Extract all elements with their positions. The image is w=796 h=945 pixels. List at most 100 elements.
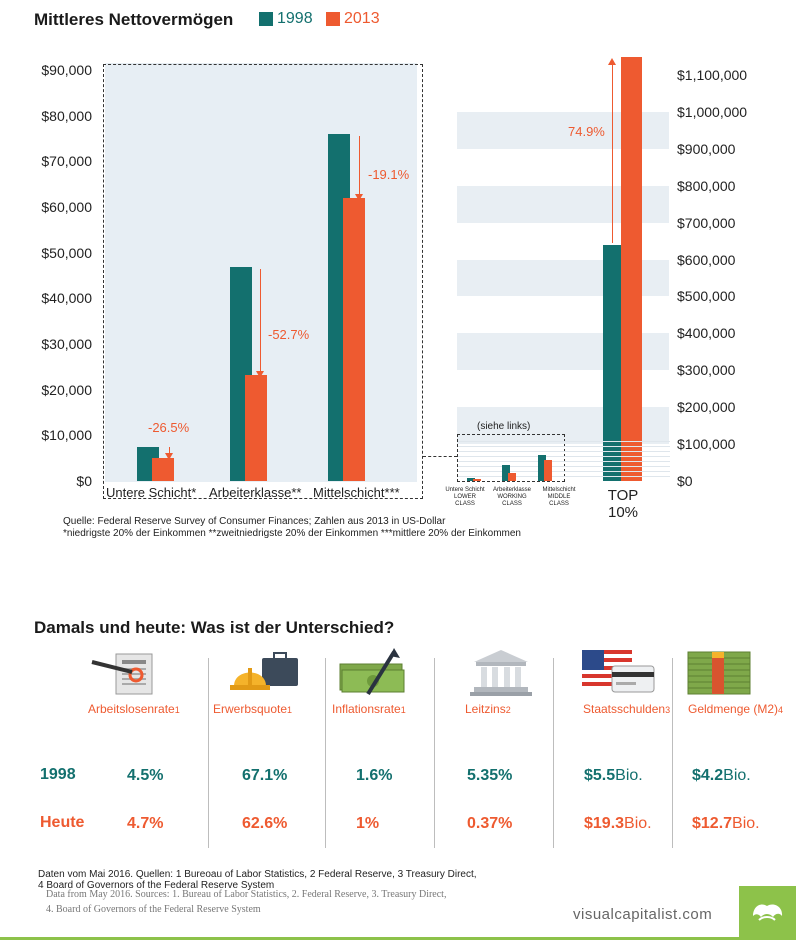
value-heute: 62.6% bbox=[242, 815, 288, 832]
indicator-label: Geldmenge (M2)4 bbox=[688, 702, 783, 716]
column-separator bbox=[325, 658, 326, 848]
indicator-footnote: 4 bbox=[778, 705, 784, 715]
left-ytick: $50,000 bbox=[41, 244, 92, 261]
change-arrow-head bbox=[608, 58, 616, 65]
inset-cat-working: Arbeiterklasse WORKING CLASS bbox=[492, 487, 531, 507]
value-heute: 4.7% bbox=[127, 815, 164, 832]
value-heute: 1% bbox=[356, 815, 380, 832]
change-arrow-line bbox=[612, 65, 613, 243]
bank-building-icon bbox=[466, 648, 536, 703]
inset-grid-line bbox=[458, 446, 670, 447]
value-1998: 1.6% bbox=[356, 767, 393, 784]
value-1998: 67.1% bbox=[242, 767, 288, 784]
inset-bar-1998 bbox=[538, 454, 546, 481]
indicator-footnote: 2 bbox=[505, 705, 511, 715]
footer-line-2: 4 Board of Governors of the Federal Rese… bbox=[38, 880, 275, 891]
cash-stack-icon bbox=[682, 648, 762, 703]
right-ytick: $300,000 bbox=[677, 362, 736, 379]
right-ytick: $800,000 bbox=[677, 177, 736, 194]
column-separator bbox=[672, 658, 673, 848]
left-bar-chart bbox=[0, 55, 430, 515]
indicator-label: Leitzins2 bbox=[465, 702, 511, 716]
indicator-label-text: Inflationsrate bbox=[332, 702, 401, 716]
inset-grid-line bbox=[458, 476, 670, 477]
inset-grid-line bbox=[458, 466, 670, 467]
source-line-1: Quelle: Federal Reserve Survey of Consum… bbox=[63, 516, 446, 527]
xcat-arbeiterklasse: Arbeiterklasse** bbox=[209, 485, 302, 500]
right-ytick: $100,000 bbox=[677, 436, 736, 453]
right-ytick: $200,000 bbox=[677, 399, 736, 416]
inset-bar-1998 bbox=[502, 464, 510, 481]
indicator-label: Staatsschulden3 bbox=[583, 702, 670, 716]
inset-connector-line bbox=[423, 456, 457, 457]
value-1998: 4.5% bbox=[127, 767, 164, 784]
change-arrow-head bbox=[165, 453, 173, 460]
indicator-label: Erwerbsquote1 bbox=[213, 702, 292, 716]
indicator-footnote: 1 bbox=[287, 705, 293, 715]
inset-label: (siehe links) bbox=[477, 421, 531, 432]
right-ytick: $1,100,000 bbox=[677, 67, 748, 83]
left-ytick: $20,000 bbox=[41, 381, 92, 398]
xcat-untere-schicht: Untere Schicht* bbox=[106, 485, 197, 500]
left-ytick: $30,000 bbox=[41, 336, 92, 352]
xcat-top-10: TOP 10% bbox=[607, 487, 639, 521]
bar-2013 bbox=[343, 197, 365, 481]
change-percent-label: 74.9% bbox=[568, 124, 605, 139]
indicator-label-text: Erwerbsquote bbox=[213, 702, 288, 716]
indicator-footnote: 1 bbox=[174, 705, 180, 715]
inset-grid-line bbox=[458, 456, 670, 457]
source-line-2: *niedrigste 20% der Einkommen **zweitnie… bbox=[63, 528, 521, 539]
left-ytick: $70,000 bbox=[41, 153, 92, 170]
value-1998: $4.2Bio. bbox=[692, 767, 751, 784]
right-ytick: $700,000 bbox=[677, 214, 736, 231]
inset-grid-line bbox=[458, 441, 670, 442]
bar-2013 bbox=[245, 374, 267, 481]
indicator-footnote: 1 bbox=[400, 705, 406, 715]
left-ytick: $0 bbox=[76, 473, 92, 489]
legend-swatch-2013 bbox=[326, 12, 340, 26]
brand-text[interactable]: visualcapitalist.com bbox=[573, 906, 713, 923]
indicator-label: Inflationsrate1 bbox=[332, 702, 406, 716]
change-percent-label: -19.1% bbox=[368, 167, 410, 182]
inset-cat-lower: Untere Schicht LOWER CLASS bbox=[445, 487, 485, 507]
hardhat-briefcase-icon bbox=[226, 648, 306, 703]
change-percent-label: -26.5% bbox=[148, 420, 190, 435]
row-label-heute: Heute bbox=[40, 814, 85, 831]
indicator-label-text: Arbeitslosenrate bbox=[88, 702, 175, 716]
bar-top10-1998 bbox=[603, 244, 624, 481]
value-heute: 0.37% bbox=[467, 815, 513, 832]
indicator-label-text: Leitzins bbox=[465, 702, 506, 716]
inset-grid-line bbox=[458, 471, 670, 472]
right-ytick: $1,000,000 bbox=[677, 103, 748, 120]
left-ytick: $10,000 bbox=[41, 427, 92, 444]
left-ytick: $60,000 bbox=[41, 199, 92, 215]
right-ytick: $400,000 bbox=[677, 325, 736, 342]
row-label-1998: 1998 bbox=[40, 766, 76, 783]
inset-cat-middle: Mittelschicht MIDDLE CLASS bbox=[542, 487, 576, 507]
left-ytick: $90,000 bbox=[41, 62, 92, 78]
legend-swatch-1998 bbox=[259, 12, 273, 26]
change-arrow-line bbox=[169, 447, 170, 453]
chart-title: Mittleres Nettovermögen bbox=[34, 10, 234, 29]
bar-2013 bbox=[152, 458, 174, 481]
change-arrow-line bbox=[260, 269, 261, 371]
value-heute: $12.7Bio. bbox=[692, 815, 760, 832]
legend-label-1998: 1998 bbox=[277, 10, 313, 27]
section-title: Damals und heute: Was ist der Unterschie… bbox=[34, 618, 395, 637]
inset-bar-2013 bbox=[473, 479, 481, 481]
inset-frame bbox=[457, 434, 565, 482]
indicator-label: Arbeitslosenrate1 bbox=[88, 702, 180, 716]
right-ytick: $900,000 bbox=[677, 140, 736, 157]
column-separator bbox=[553, 658, 554, 848]
inset-grid-line bbox=[458, 461, 670, 462]
change-arrow-head bbox=[256, 370, 264, 378]
xcat-mittelschicht: Mittelschicht*** bbox=[313, 485, 400, 500]
indicator-label-text: Geldmenge (M2) bbox=[688, 702, 779, 716]
right-ytick: $0 bbox=[677, 473, 693, 489]
footer-ghost-line-1: Data from May 2016. Sources: 1. Bureau o… bbox=[46, 889, 447, 900]
legend-label-2013: 2013 bbox=[344, 10, 380, 27]
right-ytick: $500,000 bbox=[677, 288, 736, 305]
flag-card-icon bbox=[578, 648, 658, 703]
value-heute: $19.3Bio. bbox=[584, 815, 652, 832]
change-arrow-line bbox=[359, 135, 360, 194]
